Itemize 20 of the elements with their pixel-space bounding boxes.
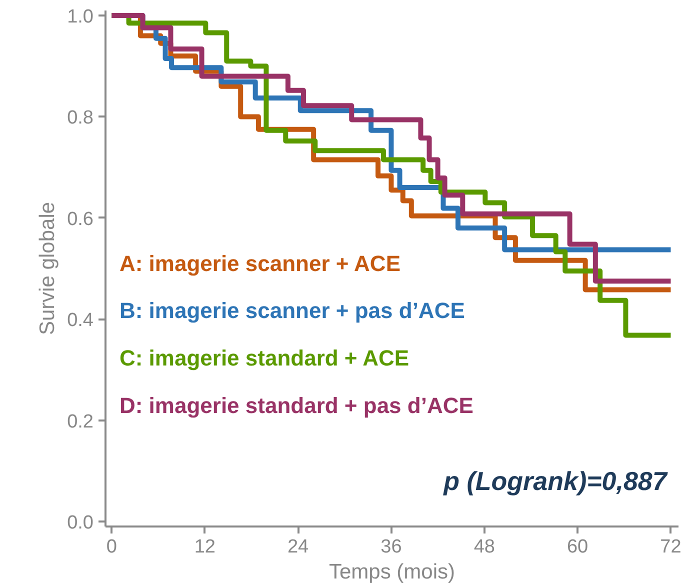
text: B: imagerie scanner + pas d’ACE [119, 298, 465, 324]
y-tick-label: 0.0 [67, 512, 94, 534]
x-tick-label: 0 [106, 536, 118, 558]
y-tick-label: 1.0 [67, 6, 94, 28]
x-tick-label: 60 [567, 536, 588, 558]
x-tick-label: 24 [287, 536, 310, 558]
text: C: imagerie standard + ACE [119, 346, 410, 371]
x-tick-label: 48 [474, 536, 495, 558]
annotation: p (Logrank)=0,887 [442, 466, 668, 496]
x-tick-label: 12 [194, 536, 216, 558]
y-axis-title: Survie globale [36, 202, 60, 336]
text: D: imagerie standard + pas d’ACE [119, 392, 474, 418]
y-tick-label: 0.6 [67, 208, 94, 230]
x-tick-label: 36 [380, 536, 402, 558]
y-tick-label: 0.2 [67, 411, 94, 432]
x-axis-title: Temps (mois) [328, 560, 456, 584]
series-label: A: imagerie scanner + ACE [119, 250, 400, 276]
x-tick-label: 72 [660, 536, 682, 558]
y-tick-label: 0.8 [67, 108, 94, 129]
y-tick-label: 0.4 [67, 310, 94, 332]
